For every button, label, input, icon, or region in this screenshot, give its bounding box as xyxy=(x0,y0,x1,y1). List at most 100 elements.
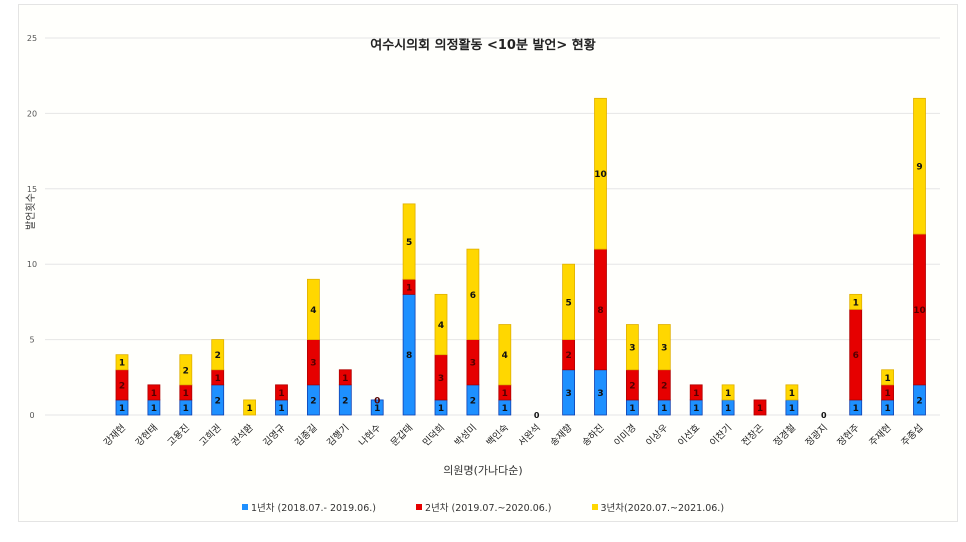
x-tick-label: 김종길 xyxy=(292,422,319,449)
bar-segment xyxy=(338,369,352,386)
data-label: 0 xyxy=(374,396,380,406)
bar-segment xyxy=(498,324,512,386)
data-label: 1 xyxy=(661,404,667,414)
data-label: 1 xyxy=(757,404,763,414)
data-label: 1 xyxy=(151,389,157,399)
data-label: 5 xyxy=(565,298,571,308)
bar-segment xyxy=(147,384,161,401)
x-tick-label: 김영규 xyxy=(261,421,288,448)
x-tick-label: 박성미 xyxy=(453,422,479,448)
data-label: 1 xyxy=(119,404,125,414)
data-label: 1 xyxy=(183,404,189,414)
bar-segment xyxy=(466,248,480,340)
bar-segment xyxy=(434,293,448,356)
bar-segment xyxy=(402,203,416,280)
x-tick-label: 백인숙 xyxy=(485,422,512,449)
data-label: 3 xyxy=(597,389,603,399)
data-label: 2 xyxy=(916,396,922,406)
data-label: 3 xyxy=(661,344,667,354)
x-tick-label: 강재현 xyxy=(102,422,128,448)
y-tick-label: 10 xyxy=(27,260,37,269)
data-label: 3 xyxy=(565,389,571,399)
x-tick-label: 송하진 xyxy=(580,422,607,449)
data-label: 1 xyxy=(693,389,699,399)
bar-segment xyxy=(562,263,575,341)
data-label: 2 xyxy=(565,351,571,361)
data-label: 1 xyxy=(853,298,859,308)
data-label: 3 xyxy=(629,344,635,354)
data-label: 5 xyxy=(406,238,412,248)
bar-segment xyxy=(626,324,639,371)
data-label: 1 xyxy=(438,404,444,414)
data-label: 8 xyxy=(406,351,412,361)
data-label: 10 xyxy=(594,170,607,180)
x-tick-label: 정경철 xyxy=(771,422,798,449)
legend-swatch xyxy=(591,504,598,510)
x-tick-label: 이상우 xyxy=(644,422,671,449)
y-tick-label: 5 xyxy=(29,336,34,345)
data-label: 1 xyxy=(502,389,508,399)
data-label: 8 xyxy=(597,306,603,316)
bar-segment xyxy=(913,97,926,235)
data-label: 4 xyxy=(310,306,316,316)
bar-segment xyxy=(881,369,894,386)
data-label: 1 xyxy=(502,404,508,414)
x-tick-label: 주재현 xyxy=(867,422,893,448)
y-tick-label: 15 xyxy=(27,185,37,194)
chart-frame xyxy=(18,4,958,522)
x-tick-label: 정광지 xyxy=(803,422,830,449)
y-tick-label: 0 xyxy=(29,411,34,420)
bar-segment xyxy=(211,339,225,371)
x-tick-label: 이선효 xyxy=(676,422,703,449)
data-label: 2 xyxy=(342,396,348,406)
bar-segment xyxy=(370,399,384,416)
x-tick-label: 고용진 xyxy=(166,422,192,448)
x-tick-label: 송재향 xyxy=(548,421,575,448)
data-label: 2 xyxy=(661,381,667,391)
data-label: 3 xyxy=(438,374,444,384)
x-tick-label: 전창곤 xyxy=(740,422,767,449)
legend: 1년차 (2018.07.- 2019.06.) 2년차 (2019.07.~20… xyxy=(0,500,966,514)
data-label: 1 xyxy=(853,404,859,414)
data-label: 1 xyxy=(884,374,890,384)
bar-segment xyxy=(785,384,799,401)
bar-segment xyxy=(115,354,129,371)
data-label: 0 xyxy=(821,411,827,420)
x-tick-label: 서완석 xyxy=(516,422,542,448)
bar-segment xyxy=(849,293,863,310)
data-label: 6 xyxy=(853,351,859,361)
data-label: 3 xyxy=(310,359,316,369)
data-label: 1 xyxy=(215,374,221,384)
bar-segment xyxy=(721,384,735,401)
data-label: 2 xyxy=(629,381,635,391)
data-label: 1 xyxy=(725,389,731,399)
data-label: 1 xyxy=(789,404,795,414)
data-label: 4 xyxy=(502,351,508,361)
data-label: 1 xyxy=(151,404,157,414)
legend-label: 2년차 (2019.07.~2020.06.) xyxy=(424,503,552,514)
data-label: 1 xyxy=(406,283,412,293)
data-label: 1 xyxy=(725,404,731,414)
data-label: 9 xyxy=(916,163,922,173)
bar-segment xyxy=(753,399,767,416)
bar-segment xyxy=(306,278,320,340)
data-label: 4 xyxy=(438,321,444,331)
bar-segment xyxy=(657,324,671,371)
x-tick-label: 권석환 xyxy=(229,421,256,448)
data-label: 3 xyxy=(470,359,476,369)
data-label: 1 xyxy=(629,404,635,414)
data-label: 1 xyxy=(693,404,699,414)
legend-item: 3년차(2020.07.~2021.06.) xyxy=(591,500,724,514)
data-label: 1 xyxy=(119,359,125,369)
bar-segment xyxy=(275,384,288,401)
data-label: 1 xyxy=(884,404,890,414)
data-label: 2 xyxy=(119,381,125,391)
data-label: 1 xyxy=(183,389,189,399)
x-tick-label: 주종섭 xyxy=(899,422,925,448)
bar-segment xyxy=(179,354,193,386)
x-tick-label: 김행기 xyxy=(324,422,351,449)
x-tick-label: 이미경 xyxy=(611,422,638,449)
data-label: 10 xyxy=(913,306,926,316)
data-label: 1 xyxy=(342,374,348,384)
